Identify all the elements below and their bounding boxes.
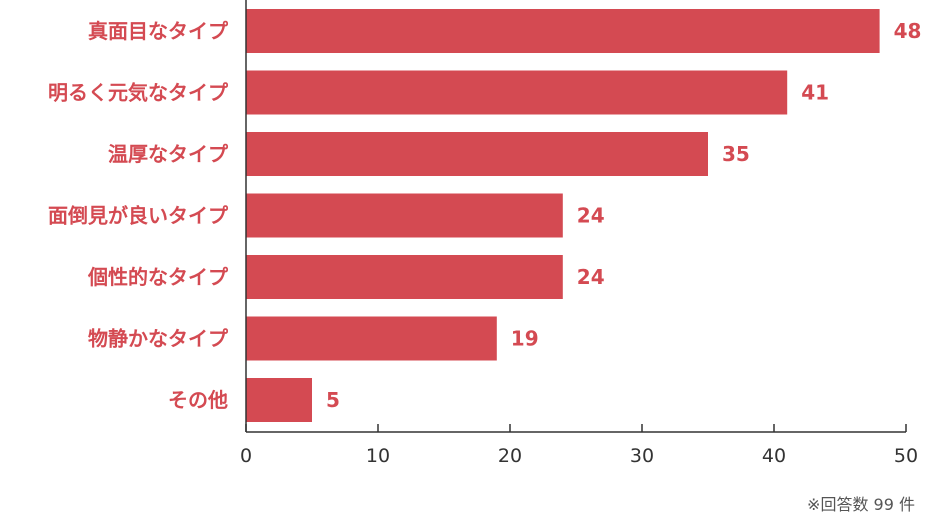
category-label-5: 物静かなタイプ [88,327,229,351]
value-label-3: 24 [577,204,605,228]
x-tick-label-5: 50 [894,445,918,467]
bar-0 [246,9,880,53]
category-label-3: 面倒見が良いタイプ [48,204,229,228]
bar-6 [246,378,312,422]
x-tick-label-1: 10 [366,445,390,467]
category-label-4: 個性的なタイプ [87,265,229,289]
bar-5 [246,316,497,361]
bars-group: 真面目なタイプ 48 明るく元気なタイプ 41 温厚なタイプ 35 面倒見が良いタイプ 24 個… [48,9,921,422]
x-tick-label-0: 0 [240,445,252,467]
category-label-0: 真面目なタイプ [88,19,229,43]
bar-1 [246,70,788,115]
bar-4 [246,255,563,299]
bar-2 [246,132,708,176]
value-label-1: 41 [801,81,829,105]
category-label-2: 温厚なタイプ [108,142,229,166]
x-tick-label-2: 20 [498,445,522,467]
category-label-6: その他 [168,388,228,412]
x-axis: 0 10 20 30 40 50 [240,0,918,467]
x-tick-label-3: 30 [630,445,654,467]
value-label-4: 24 [577,265,605,289]
category-label-1: 明るく元気なタイプ [48,81,229,105]
value-label-5: 19 [511,327,539,351]
value-label-6: 5 [326,388,340,412]
value-label-2: 35 [722,142,750,166]
bar-3 [246,193,563,238]
value-label-0: 48 [894,19,922,43]
x-tick-label-4: 40 [762,445,786,467]
response-count-note: ※回答数 99 件 [807,495,915,514]
